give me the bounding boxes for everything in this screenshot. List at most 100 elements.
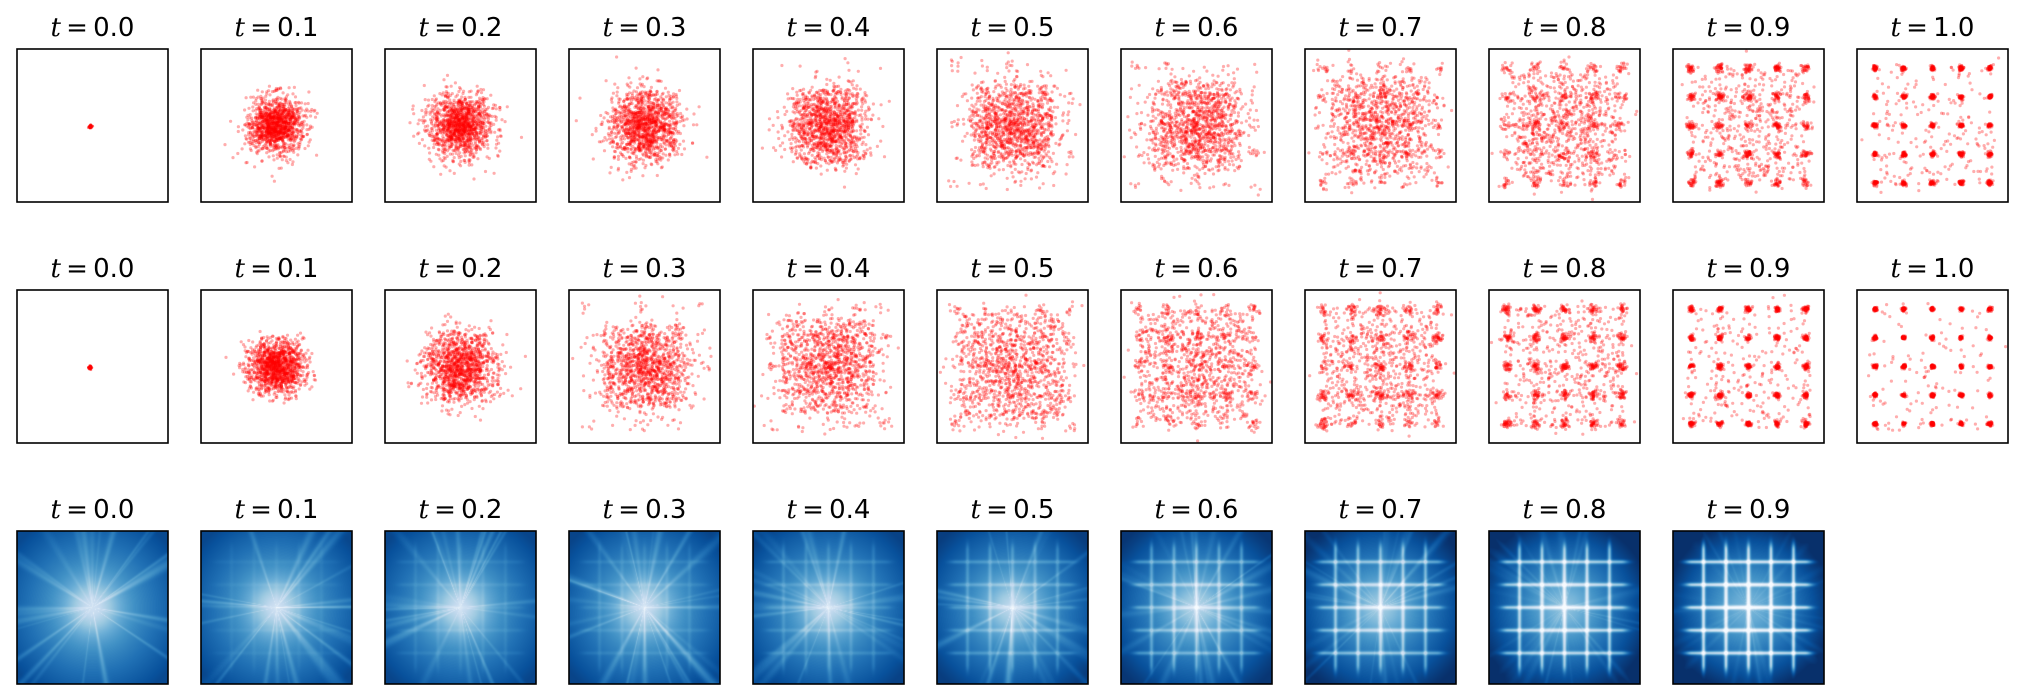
scatter-point (605, 79, 608, 82)
scatter-point (426, 105, 429, 108)
scatter-point (692, 112, 695, 115)
scatter-point (275, 102, 278, 105)
scatter-point (261, 140, 264, 143)
scatter-point (274, 145, 277, 148)
scatter-point (290, 117, 293, 120)
scatter-point (631, 135, 634, 138)
scatter-point (698, 105, 701, 108)
scatter-point (855, 129, 858, 132)
scatter-point (681, 119, 684, 122)
scatter-point (471, 156, 474, 159)
scatter-point (309, 127, 312, 130)
scatter-point (668, 154, 671, 157)
scatter-point (443, 114, 446, 117)
scatter-point (673, 117, 676, 120)
scatter-point (270, 122, 273, 125)
scatter-point (619, 145, 622, 148)
scatter-point (637, 145, 640, 148)
scatter-point (653, 98, 656, 101)
scatter-point (675, 95, 678, 98)
scatter-point (477, 90, 480, 93)
scatter-point (445, 166, 448, 169)
scatter-point (459, 164, 462, 167)
scatter-point (261, 133, 264, 136)
scatter-point (629, 102, 632, 105)
scatter-point (268, 114, 271, 117)
scatter-point (629, 81, 632, 84)
scatter-point (453, 172, 456, 175)
scatter-point (683, 147, 686, 150)
scatter-point (441, 135, 444, 138)
scatter-point (803, 152, 806, 155)
scatter-point (427, 99, 430, 102)
scatter-point (679, 116, 682, 119)
scatter-point (269, 132, 272, 135)
scatter-point (285, 159, 288, 162)
scatter-point (620, 120, 623, 123)
scatter-point (610, 134, 613, 137)
scatter-point (309, 114, 312, 117)
scatter-point (424, 113, 427, 116)
scatter-point (647, 107, 650, 110)
scatter-point (439, 102, 442, 105)
scatter-point (462, 144, 465, 147)
scatter-point (291, 163, 294, 166)
scatter-point (422, 115, 425, 118)
scatter-point (255, 107, 258, 110)
scatter-point (615, 55, 618, 58)
scatter-point (790, 133, 793, 136)
scatter-point (481, 111, 484, 114)
scatter-point (486, 139, 489, 142)
scatter-point (628, 162, 631, 165)
scatter-point (423, 144, 426, 147)
scatter-point (608, 137, 611, 140)
scatter-point (504, 120, 507, 123)
scatter-point (453, 119, 456, 122)
scatter-point (481, 98, 484, 101)
scatter-point (629, 148, 632, 151)
scatter-point (461, 92, 464, 95)
scatter-point (692, 123, 695, 126)
scatter-point (281, 114, 284, 117)
panel-title-r0-c1: t = 0.1 (235, 13, 319, 43)
scatter-point (462, 120, 465, 123)
scatter-point (264, 106, 267, 109)
scatter-point (629, 125, 632, 128)
scatter-point (613, 155, 616, 158)
scatter-point (432, 165, 435, 168)
scatter-point (679, 112, 682, 115)
scatter-point (638, 77, 641, 80)
scatter-point (458, 100, 461, 103)
scatter-point (261, 114, 264, 117)
scatter-point (442, 118, 445, 121)
scatter-point (635, 127, 638, 130)
scatter-point (408, 121, 411, 124)
scatter-point (669, 106, 672, 109)
scatter-point (448, 103, 451, 106)
scatter-point (613, 150, 616, 153)
scatter-point (275, 107, 278, 110)
scatter-point (461, 136, 464, 139)
scatter-point (479, 132, 482, 135)
scatter-point (883, 155, 886, 158)
scatter-point (429, 113, 432, 116)
scatter-point (500, 118, 503, 121)
scatter-point (436, 107, 439, 110)
scatter-point (497, 128, 500, 131)
scatter-point (666, 108, 669, 111)
scatter-point (651, 125, 654, 128)
scatter-point (477, 146, 480, 149)
scatter-point (438, 127, 441, 130)
scatter-point (661, 156, 664, 159)
scatter-point (452, 133, 455, 136)
scatter-point (656, 146, 659, 149)
scatter-point (617, 168, 620, 171)
scatter-point (628, 91, 631, 94)
scatter-point (672, 121, 675, 124)
scatter-point (469, 148, 472, 151)
scatter-point (620, 112, 623, 115)
scatter-point (271, 149, 274, 152)
scatter-point (447, 139, 450, 142)
scatter-point (468, 154, 471, 157)
scatter-point (262, 145, 265, 148)
